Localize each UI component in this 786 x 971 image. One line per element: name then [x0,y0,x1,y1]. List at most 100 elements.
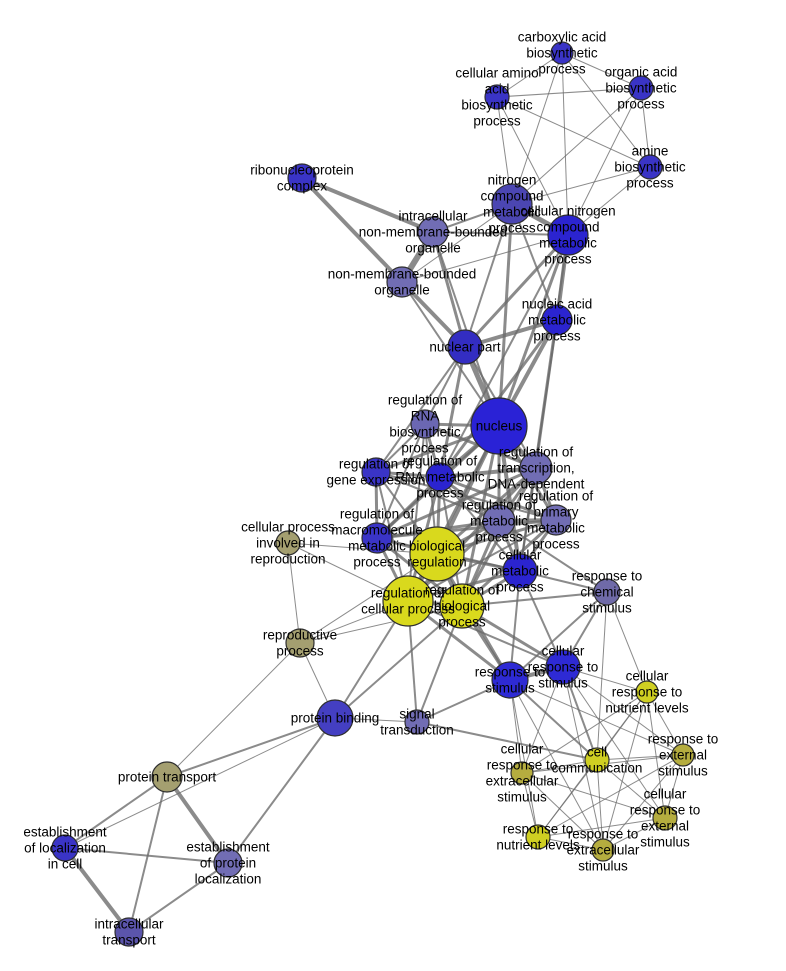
graph-node-response-to-extracellular-stimulus[interactable] [591,838,615,862]
graph-node-nucleus[interactable] [470,397,528,455]
graph-edge [64,776,168,849]
graph-edge [432,231,569,236]
graph-edge [640,87,651,168]
graph-edge [64,847,229,864]
graph-edge [497,234,570,427]
graph-node-establishment-of-localization-in-cell[interactable] [51,834,79,862]
graph-node-nuclear-part[interactable] [447,329,483,365]
graph-edge [596,759,604,851]
graph-node-cellular-response-to-stimulus[interactable] [545,649,581,685]
graph-node-cellular-response-to-external-stimulus[interactable] [652,805,678,831]
graph-node-regulation-of-gene-expression[interactable] [361,457,391,487]
graph-edge [521,666,564,774]
graph-node-reproductive-process[interactable] [285,628,315,658]
graph-edge [596,591,608,761]
graph-edge [166,717,336,778]
graph-node-protein-binding[interactable] [316,699,354,737]
graph-edge [511,87,642,205]
graph-edge [496,52,563,98]
graph-edge [463,233,570,349]
graph-edge [521,759,598,774]
graph-node-regulation-of-rna-biosynthetic-process[interactable] [410,409,440,439]
graph-edge [567,87,642,236]
graph-edge [509,679,604,851]
graph-edge [334,605,463,719]
graph-node-regulation-of-rna-metabolic-process[interactable] [425,462,455,492]
graph-node-non-membrane-bounded-organelle[interactable] [386,266,418,298]
graph-node-establishment-of-protein-localization[interactable] [213,848,243,878]
graph-edge [416,721,598,761]
graph-node-intracellular-non-membrane-bounded-organelle[interactable] [417,216,449,248]
graph-node-biological-regulation[interactable] [409,526,465,582]
graph-node-cellular-response-to-extracellular-stimulus[interactable] [510,761,534,785]
graph-node-response-to-nutrient-levels[interactable] [525,824,551,850]
graph-edge [64,717,336,849]
graph-node-protein-transport[interactable] [151,761,183,793]
graph-edge [287,542,301,644]
graph-edge [375,346,466,473]
graph-node-cellular-metabolic-process[interactable] [502,553,538,589]
graph-edge [300,176,404,284]
graph-node-regulation-of-biological-process[interactable] [439,583,485,629]
graph-edge [521,772,666,819]
graph-edge [432,231,500,427]
graph-edge [562,666,604,851]
graph-edge [407,519,557,602]
graph-node-ribonucleoprotein-complex[interactable] [287,163,317,193]
graph-node-regulation-of-cellular-process[interactable] [382,575,434,627]
graph-edge [461,591,608,607]
graph-node-regulation-of-metabolic-process[interactable] [482,504,516,538]
graph-node-signal-transduction[interactable] [404,709,430,735]
graph-node-cellular-amino-acid-biosynthetic-process[interactable] [484,84,510,110]
graph-node-intracellular-transport[interactable] [114,917,144,947]
graph-node-response-to-stimulus[interactable] [491,661,529,699]
graph-edge [521,691,648,774]
graph-edge [128,862,229,933]
graph-node-cellular-nitrogen-compound-metabolic-process[interactable] [547,214,589,256]
graph-node-nitrogen-compound-metabolic-process[interactable] [491,183,533,225]
graph-node-response-to-external-stimulus[interactable] [671,743,695,767]
graph-edge [537,759,598,838]
graph-edge [537,754,684,838]
graph-edge [511,166,651,205]
graph-edge [562,666,684,756]
graph-node-carboxylic-acid-biosynthetic-process[interactable] [550,41,574,65]
graph-edge [438,346,467,478]
graph-edge [602,691,648,851]
graph-edge [602,754,684,851]
graph-edge [562,666,666,819]
graph-node-regulation-of-macromolecule-metabolic-process[interactable] [361,522,393,554]
graph-edge [596,759,666,819]
graph-node-cellular-process-involved-in-reproduction[interactable] [275,530,301,556]
graph-edge [521,772,604,851]
graph-node-regulation-of-primary-metabolic-process[interactable] [540,504,572,536]
graph-edge [375,471,557,521]
graph-node-nucleic-acid-metabolic-process[interactable] [541,304,573,336]
graph-edge [561,52,569,236]
graph-node-cellular-response-to-nutrient-levels[interactable] [635,680,659,704]
graph-edge [165,775,230,865]
graph-node-amine-biosynthetic-process[interactable] [637,154,663,180]
graph-edge [439,234,569,478]
graph-edge [431,231,467,348]
graph-node-organic-acid-biosynthetic-process[interactable] [628,75,654,101]
graph-edge [606,591,648,693]
graph-edge [511,52,563,205]
graph-edge [596,754,684,761]
graph-edge [496,87,642,98]
graph-edge [646,691,666,819]
graph-edge [439,475,557,522]
graph-edge [496,96,651,168]
graph-edge [128,776,168,933]
graph-edge [464,203,513,348]
graph-node-response-to-chemical-stimulus[interactable] [593,578,621,606]
graph-edge [509,679,539,838]
graph-edge [376,518,557,540]
graph-edge [375,471,500,522]
graph-edge [498,520,608,593]
edge-layer [63,52,684,934]
graph-node-cell-communication[interactable] [584,747,610,773]
graph-node-regulation-of-transcription-dna-dependent[interactable] [519,451,553,485]
